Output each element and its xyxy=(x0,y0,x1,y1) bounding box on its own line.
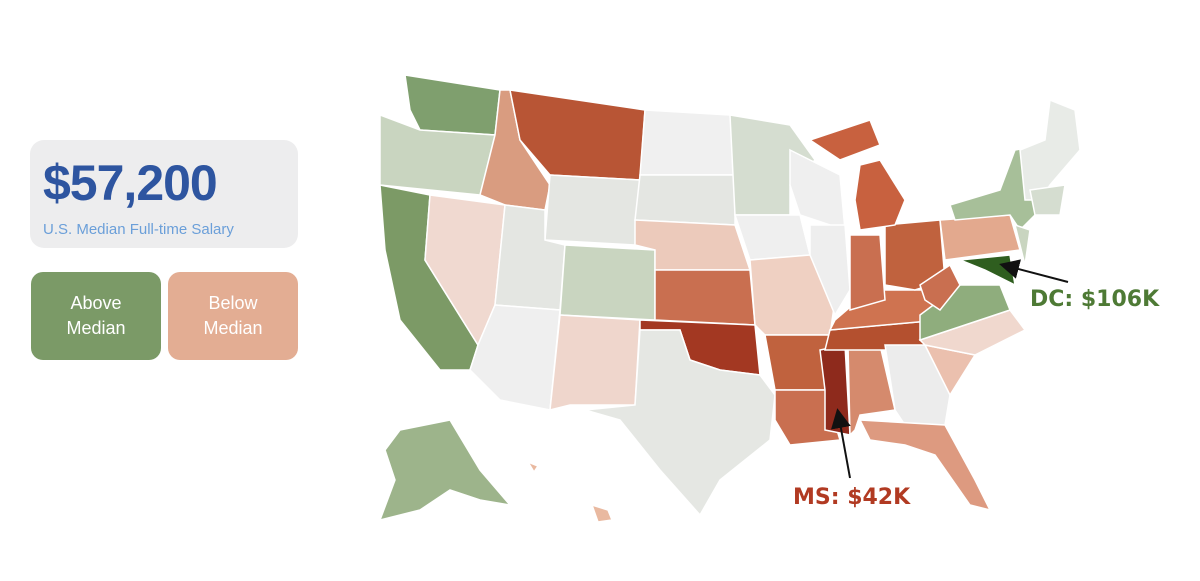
state xyxy=(764,334,831,391)
state xyxy=(919,263,961,312)
state xyxy=(378,419,512,522)
state xyxy=(584,329,776,517)
state xyxy=(549,314,641,411)
state xyxy=(639,109,736,176)
state xyxy=(854,159,906,231)
state xyxy=(809,224,851,317)
legend-above: Above Median xyxy=(31,272,161,360)
state xyxy=(858,419,992,512)
state xyxy=(1029,184,1066,216)
state xyxy=(559,244,656,321)
state xyxy=(939,214,1021,261)
state xyxy=(774,389,841,446)
states xyxy=(378,74,1081,523)
state xyxy=(526,460,540,474)
state xyxy=(959,254,1016,287)
state xyxy=(544,174,641,246)
state xyxy=(634,174,736,226)
state xyxy=(1013,223,1031,266)
state xyxy=(733,214,811,261)
state xyxy=(819,344,851,436)
dc-arrow xyxy=(999,259,1069,283)
summary-card: $57,200 U.S. Median Full-time Salary xyxy=(30,140,298,248)
ms-annotation: MS: $42K xyxy=(793,485,911,510)
state xyxy=(654,269,756,326)
state xyxy=(789,148,846,232)
median-label: U.S. Median Full-time Salary xyxy=(43,221,234,238)
state xyxy=(404,74,501,136)
dc-annotation: DC: $106K xyxy=(1030,287,1160,312)
state xyxy=(590,503,614,523)
median-value: $57,200 xyxy=(43,155,218,211)
ms-arrow xyxy=(831,408,851,479)
state xyxy=(808,119,881,161)
state xyxy=(849,234,886,311)
legend-below: Below Median xyxy=(168,272,298,360)
state xyxy=(1019,98,1081,201)
